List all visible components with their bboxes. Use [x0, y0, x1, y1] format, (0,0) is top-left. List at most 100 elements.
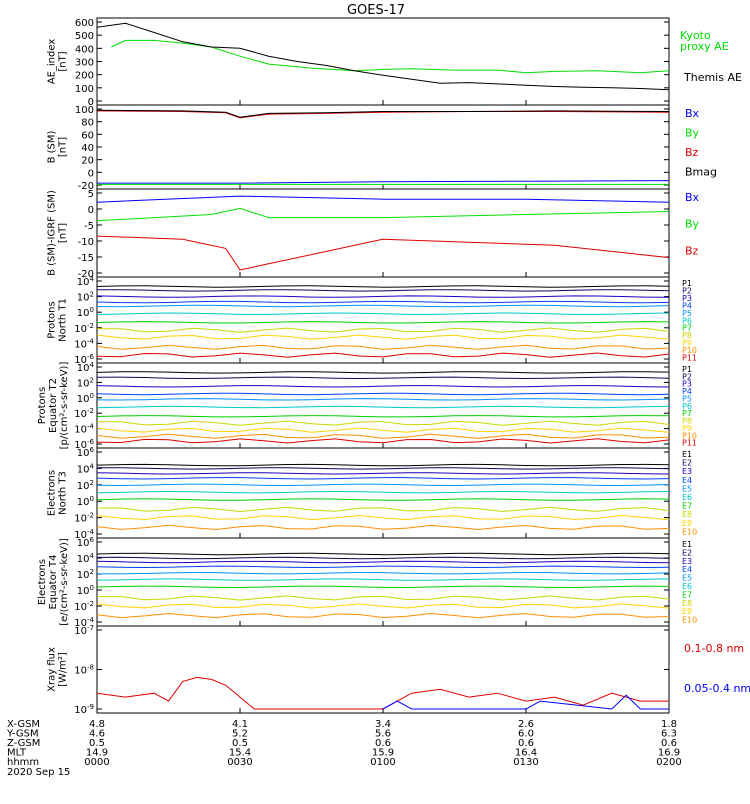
legend-label: P6 — [682, 316, 692, 325]
y-tick-label: 104 — [77, 275, 95, 288]
ylabel-line: Electrons — [47, 470, 58, 516]
y-tick-label: 10-6 — [74, 353, 94, 366]
y-tick-label: 10-9 — [74, 703, 94, 716]
orbit-row-label: MLT — [7, 748, 27, 759]
series-p5 — [96, 304, 670, 308]
y-tick-label: 106 — [77, 536, 95, 549]
y-tick-label: 500 — [75, 31, 94, 42]
panel-frame — [96, 537, 670, 627]
legend-label: P11 — [682, 439, 697, 448]
series-e6 — [96, 490, 670, 494]
panel-bsm — [96, 104, 670, 190]
ylabel-line: Xray flux — [47, 647, 58, 692]
legend-label: By — [685, 218, 700, 231]
orbit-value: 15.4 — [229, 748, 251, 759]
orbit-value: 16.9 — [658, 748, 680, 759]
y-tick-label: 10-7 — [74, 624, 94, 637]
y-tick-label: 400 — [75, 44, 94, 55]
series-p9 — [96, 334, 670, 340]
legend-label: P3 — [682, 294, 692, 303]
legend-label: Bx — [685, 191, 700, 204]
y-tick-label: 10-2 — [74, 600, 94, 613]
legend-label: E7 — [682, 590, 692, 599]
panel-frame — [96, 625, 670, 714]
legend-label: P4 — [682, 387, 692, 396]
ylabel-line: [e/(cm²-s-sr-keV)] — [59, 538, 70, 626]
panel-xray — [96, 625, 670, 714]
legend-label: E4 — [682, 476, 692, 485]
legend-label: P1 — [682, 279, 692, 288]
series-p11 — [96, 438, 670, 444]
orbit-value: 5.6 — [375, 729, 391, 740]
orbit-value: 16.4 — [515, 748, 537, 759]
y-tick-label: 10-4 — [74, 423, 94, 436]
series-p4 — [96, 392, 670, 396]
legend-label: E3 — [682, 557, 692, 566]
orbit-value: 4.1 — [232, 719, 248, 730]
legend-label: P7 — [682, 409, 692, 418]
orbit-value: 0000 — [84, 757, 109, 768]
panel-ae — [96, 17, 670, 106]
ylabel-line: [p/(cm²-s-sr-keV)] — [59, 362, 70, 450]
panel-frame — [96, 17, 670, 106]
y-tick-label: 20 — [81, 156, 94, 167]
orbit-value: 0.5 — [89, 738, 105, 749]
y-tick-label: 60 — [81, 130, 94, 141]
series-e9 — [96, 514, 670, 521]
y-tick-label: 100 — [75, 105, 94, 116]
y-tick-label: 102 — [77, 291, 94, 304]
series-e6 — [96, 578, 670, 581]
y-tick-label: 5 — [88, 189, 94, 200]
y-tick-label: 10-4 — [74, 528, 94, 541]
y-tick-label: -10 — [78, 237, 94, 248]
series-p8 — [97, 420, 670, 426]
y-tick-label: 0 — [88, 205, 94, 216]
legend-label: E5 — [682, 484, 692, 493]
series-e3 — [96, 472, 670, 475]
legend-label: E1 — [682, 540, 692, 549]
legend-label: E8 — [682, 599, 692, 608]
y-tick-label: 10-2 — [74, 322, 94, 335]
legend-label: P11 — [682, 354, 697, 363]
y-tick-label: 300 — [75, 58, 94, 69]
legend-label: P4 — [682, 301, 692, 310]
ylabel-line: B (SM)-IGRF (SM) — [47, 190, 58, 276]
panel-bigrf — [96, 188, 670, 278]
y-tick-label: 102 — [77, 479, 94, 492]
series-e7 — [96, 498, 670, 501]
series-themis-ae — [96, 22, 670, 91]
legend-label: Themis AE — [683, 71, 742, 84]
legend-label: E9 — [682, 607, 692, 616]
chart-title: GOES-17 — [347, 3, 405, 18]
series-0-05-0-4-nm — [382, 694, 669, 710]
legend-label: P8 — [682, 417, 692, 426]
orbit-row-label: hhmm — [7, 757, 39, 768]
y-tick-label: 200 — [75, 71, 94, 82]
y-tick-label: -20 — [78, 181, 94, 192]
y-tick-label: 0 — [88, 97, 94, 108]
legend-label: Bmag — [685, 166, 717, 179]
orbit-value: 0130 — [513, 757, 538, 768]
series-e8 — [97, 506, 670, 513]
series-bx — [96, 195, 670, 203]
orbit-value: 0200 — [656, 757, 681, 768]
series-p1 — [96, 371, 670, 374]
series-e3 — [96, 560, 670, 564]
y-tick-label: 102 — [77, 376, 94, 389]
orbit-value: 0.6 — [661, 738, 677, 749]
ylabel-line: North T3 — [58, 471, 69, 515]
ylabel-line: [W/m²] — [58, 652, 69, 687]
y-tick-label: 104 — [77, 361, 95, 374]
orbit-row-label: X-GSM — [7, 719, 40, 730]
orbit-value: 15.9 — [372, 748, 394, 759]
legend-label: proxy AE — [680, 40, 729, 53]
series-p4 — [96, 300, 670, 304]
orbit-value: 4.8 — [89, 719, 105, 730]
series-e2 — [96, 556, 670, 560]
orbit-value: 0030 — [227, 757, 252, 768]
ylabel-line: Equator T2 — [48, 378, 59, 433]
legend-label: E3 — [682, 467, 692, 476]
series-p8 — [96, 327, 670, 333]
